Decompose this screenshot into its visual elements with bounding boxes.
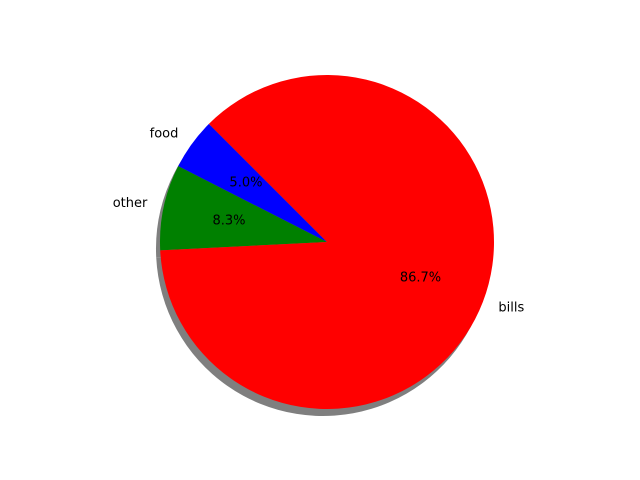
pie-slices <box>159 74 494 409</box>
pie-labels: food 5.0% other 8.3% bills 86.7% <box>113 127 525 316</box>
pie-slice-bills <box>160 74 494 409</box>
slice-percent-bills: 86.7% <box>400 271 441 286</box>
pie-slice-food <box>178 123 327 242</box>
slice-label-food: food <box>150 127 179 142</box>
pie-slice-other <box>159 166 327 251</box>
slice-label-other: other <box>113 196 148 211</box>
slice-percent-food: 5.0% <box>229 176 262 191</box>
slice-label-bills: bills <box>498 301 524 316</box>
slice-percent-other: 8.3% <box>212 214 245 229</box>
